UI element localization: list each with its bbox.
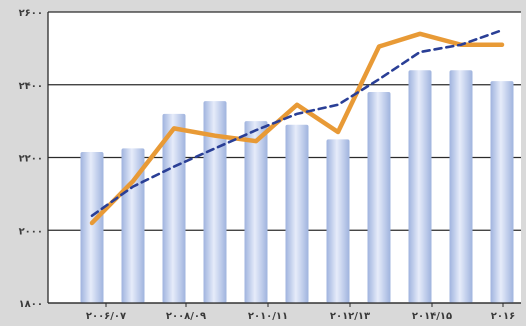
bar: [285, 124, 309, 303]
trend-series: [90, 28, 504, 217]
y-tick-label: ۲۶۰۰: [19, 8, 43, 19]
bar: [203, 101, 227, 304]
y-tick-label: ۲۴۰۰: [19, 81, 43, 92]
x-tick-label: ۲۰۱۲/۱۳: [330, 311, 370, 322]
bar: [408, 70, 432, 303]
bar: [449, 70, 473, 303]
y-tick-label: ۱۸۰۰: [19, 299, 43, 310]
x-tick-label: ۲۰۱۴/۱۵: [412, 311, 452, 322]
bar: [326, 139, 350, 303]
bar: [367, 92, 391, 304]
trend-path: [90, 28, 504, 217]
y-axis: ۱۸۰۰ ۲۰۰۰ ۲۲۰۰ ۲۴۰۰ ۲۶۰۰: [19, 8, 43, 310]
x-tick-label: ۲۰۱۰/۱۱: [248, 311, 288, 322]
line-path: [89, 31, 505, 226]
bar: [490, 81, 514, 303]
x-axis: ۲۰۰۶/۰۷ ۲۰۰۸/۰۹ ۲۰۱۰/۱۱ ۲۰۱۲/۱۳ ۲۰۱۴/۱۵ ۲۰۱۶: [48, 302, 521, 322]
bar: [244, 121, 268, 303]
line-series: [89, 31, 505, 226]
bar: [162, 113, 186, 303]
y-tick-label: ۲۰۰۰: [19, 226, 43, 237]
y-tick-label: ۲۲۰۰: [19, 154, 43, 165]
x-tick-label: ۲۰۱۶: [491, 311, 515, 322]
x-tick-label: ۲۰۰۸/۰۹: [166, 311, 206, 322]
x-tick-label: ۲۰۰۶/۰۷: [86, 311, 126, 322]
bar: [80, 152, 104, 303]
